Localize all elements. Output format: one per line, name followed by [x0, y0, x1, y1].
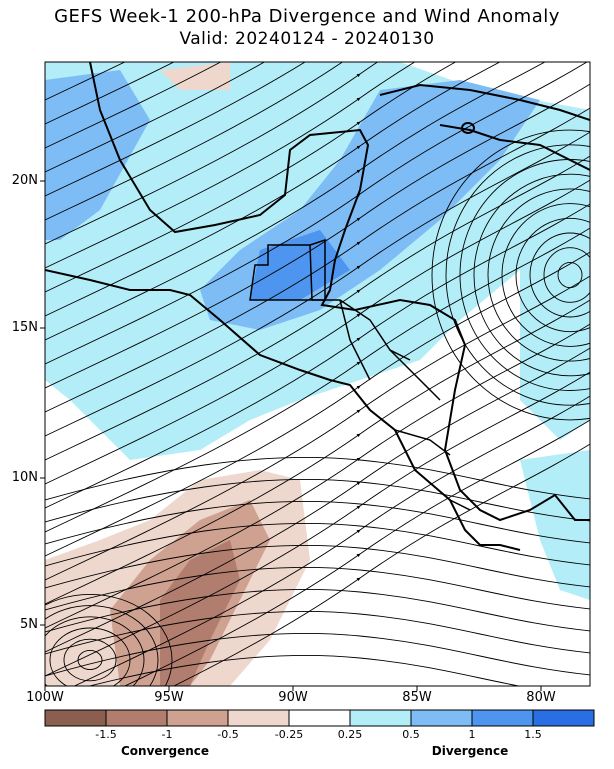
- streamline: [45, 62, 222, 149]
- lat-label-10n: 10N: [11, 470, 38, 485]
- colorbar-swatch: [44, 709, 107, 727]
- anticyclone-ring: [473, 173, 590, 377]
- streamline: [45, 478, 590, 523]
- streamline: [45, 62, 416, 269]
- streamline: [172, 443, 590, 686]
- streamline: [45, 227, 590, 533]
- lat-label-15n: 15N: [11, 320, 38, 335]
- streamline: [45, 632, 590, 677]
- streamline: [45, 62, 344, 221]
- convergence-ring: [45, 605, 159, 686]
- colorbar-swatch: [532, 709, 595, 727]
- anticyclone-ring: [529, 232, 590, 318]
- anticyclone-ring: [515, 217, 590, 333]
- streamline: [123, 419, 590, 686]
- colorbar-swatch: [471, 709, 534, 727]
- colorbar-tick-label: -0.5: [217, 728, 239, 741]
- wind-streamlines: [45, 62, 590, 686]
- streamline: [45, 500, 590, 545]
- axis-ticks: [40, 180, 542, 691]
- streamline: [45, 275, 590, 581]
- streamline: [45, 251, 590, 557]
- streamline: [45, 62, 175, 125]
- streamline: [45, 62, 266, 173]
- streamline: [45, 522, 590, 567]
- lon-label-80w: 80W: [526, 690, 556, 705]
- lon-label-90w: 90W: [278, 690, 308, 705]
- streamline: [45, 62, 379, 245]
- lon-label-100w: 100W: [26, 690, 64, 705]
- colorbar-tick-label: 1: [468, 728, 476, 741]
- streamline: [45, 155, 590, 461]
- streamline: [45, 203, 590, 509]
- colorbar-tick-label: -1.5: [95, 728, 117, 741]
- colorbar-tick-label: 0.5: [402, 728, 420, 741]
- colorbar-swatch: [105, 709, 168, 727]
- lon-label-95w: 95W: [154, 690, 184, 705]
- streamline: [45, 62, 457, 293]
- streamline: [45, 62, 546, 341]
- anticyclone-ring: [445, 144, 590, 406]
- map-subtitle: Valid: 20240124 - 20240130: [179, 29, 435, 49]
- colorbar-swatch: [227, 709, 290, 727]
- anticyclone-ring: [487, 188, 590, 362]
- colorbar-tick-label: 0.25: [337, 728, 363, 741]
- convergence-ring: [45, 616, 145, 686]
- colorbar-swatch: [166, 709, 229, 727]
- streamline: [45, 323, 590, 629]
- country-borders: [249, 238, 471, 511]
- map-title: GEFS Week-1 200-hPa Divergence and Wind …: [54, 6, 560, 27]
- colorbar-swatch: [410, 709, 473, 727]
- streamline: [45, 107, 590, 413]
- convergence-ring: [77, 649, 103, 671]
- colorbar-tick-label: 1.5: [524, 728, 542, 741]
- streamline: [45, 566, 590, 611]
- colorbar-divergence-label: Divergence: [431, 744, 509, 758]
- colorbar-swatch: [288, 709, 351, 727]
- anticyclone-ring: [501, 203, 590, 347]
- streamline: [45, 62, 501, 317]
- streamline: [45, 62, 588, 365]
- anticyclone-ring: [431, 129, 590, 421]
- streamline: [87, 654, 521, 686]
- lon-label-85w: 85W: [402, 690, 432, 705]
- map-frame: [44, 61, 591, 687]
- anticyclone-ring: [557, 261, 583, 289]
- colorbar: [44, 709, 595, 727]
- streamline: [45, 544, 590, 589]
- streamline: [45, 83, 590, 389]
- colorbar-swatch: [349, 709, 412, 727]
- streamline: [45, 299, 590, 605]
- colorbar-tick-label: -0.25: [274, 728, 304, 741]
- streamline: [45, 456, 590, 501]
- streamline: [45, 62, 306, 197]
- convergence-ring: [49, 627, 131, 686]
- streamline: [45, 179, 590, 485]
- streamline: [45, 131, 590, 437]
- streamline: [73, 395, 590, 686]
- coastlines: [45, 62, 590, 551]
- lat-label-5n: 5N: [20, 617, 38, 632]
- streamline: [45, 588, 590, 633]
- colorbar-convergence-label: Convergence: [121, 744, 209, 758]
- anticyclone-ring: [543, 247, 590, 303]
- convergence-ring: [45, 593, 173, 686]
- colorbar-tick-label: -1: [161, 728, 173, 741]
- lat-label-20n: 20N: [11, 173, 38, 188]
- streamline: [45, 610, 590, 655]
- convergence-shading: [45, 62, 310, 686]
- convergence-ring: [63, 638, 117, 682]
